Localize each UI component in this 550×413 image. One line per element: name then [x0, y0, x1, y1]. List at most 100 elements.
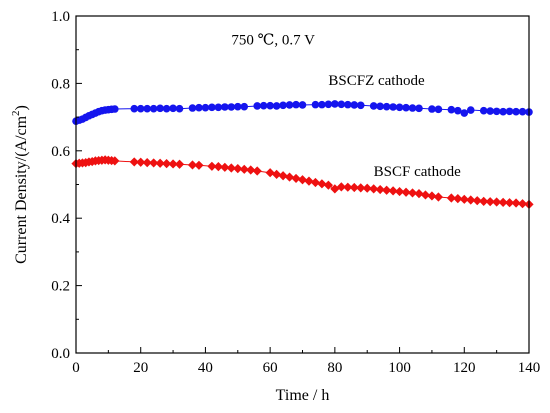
axis-ticks — [75, 15, 530, 354]
data-point — [512, 107, 520, 116]
y-tick-label: 0.4 — [51, 211, 70, 227]
data-point — [394, 186, 405, 197]
data-point — [472, 196, 482, 206]
data-point — [149, 104, 158, 113]
data-point — [466, 195, 476, 205]
data-point — [266, 101, 274, 110]
data-point — [130, 104, 139, 113]
data-point — [304, 176, 314, 186]
data-point — [162, 159, 172, 169]
y-tick-label: 0.2 — [51, 279, 70, 295]
data-point — [350, 101, 359, 109]
data-point — [221, 103, 229, 111]
data-point — [492, 197, 502, 207]
data-point — [499, 107, 507, 116]
data-point — [460, 109, 469, 117]
data-point — [479, 196, 489, 206]
data-point — [479, 106, 488, 115]
x-tick-label: 0 — [72, 360, 80, 376]
data-point — [156, 104, 164, 113]
x-tick-label: 40 — [198, 360, 213, 376]
data-point — [427, 191, 437, 201]
x-tick-label: 100 — [388, 360, 411, 376]
y-axis-title: Current Density/(A/cm2) — [10, 105, 30, 264]
data-point — [375, 184, 385, 195]
data-point — [142, 157, 152, 168]
data-point — [336, 182, 346, 192]
data-point — [376, 102, 384, 111]
data-point — [149, 158, 159, 168]
data-point — [129, 157, 139, 167]
data-point — [498, 197, 508, 207]
series-0 — [72, 100, 533, 125]
x-tick-label: 120 — [453, 360, 476, 376]
data-point — [356, 101, 365, 110]
data-point — [401, 187, 411, 197]
data-point — [414, 188, 424, 199]
data-point — [485, 197, 495, 207]
data-point — [155, 158, 165, 168]
data-point — [466, 106, 475, 114]
data-point — [111, 105, 119, 113]
x-tick-label: 80 — [327, 360, 342, 376]
data-point — [220, 162, 230, 172]
data-point — [369, 102, 378, 110]
data-point — [136, 157, 146, 167]
plot-frame — [75, 15, 530, 354]
data-point — [188, 104, 197, 112]
data-point — [382, 185, 392, 195]
data-point — [174, 159, 185, 169]
annotations: 750 ℃, 0.7 V BSCFZ cathode BSCF cathode — [231, 33, 461, 180]
data-point — [265, 168, 275, 178]
data-point — [284, 172, 295, 182]
data-point — [195, 103, 203, 112]
data-point — [504, 198, 515, 208]
data-point — [175, 104, 184, 113]
data-point — [517, 199, 528, 209]
data-point — [285, 101, 294, 109]
data-point — [207, 161, 217, 171]
data-point — [162, 104, 171, 113]
data-point — [402, 103, 410, 112]
annotation-text: 750 ℃, 0.7 V — [231, 33, 315, 49]
x-tick-label: 20 — [133, 360, 148, 376]
y-tick-label: 1.0 — [51, 9, 70, 25]
data-point — [169, 104, 177, 113]
data-point — [369, 184, 379, 194]
data-point — [492, 107, 501, 116]
data-point — [311, 100, 320, 109]
data-point — [337, 100, 346, 109]
y-tick-label: 0.8 — [51, 76, 70, 92]
data-point — [395, 103, 404, 112]
data-point — [486, 107, 494, 115]
data-point — [233, 102, 242, 111]
data-point — [318, 100, 326, 109]
data-point — [518, 107, 527, 116]
data-point — [453, 194, 463, 204]
data-point — [323, 180, 333, 190]
data-point — [389, 103, 397, 111]
data-point — [291, 173, 301, 184]
data-point — [362, 183, 372, 193]
data-point — [511, 198, 521, 208]
data-point — [239, 164, 249, 174]
data-point — [143, 104, 151, 113]
data-point — [428, 105, 436, 113]
data-point — [298, 101, 307, 109]
data-point — [214, 103, 223, 112]
data-point — [168, 159, 178, 169]
data-point — [213, 162, 223, 172]
data-point — [317, 179, 327, 189]
data-point — [272, 169, 282, 179]
data-point — [356, 183, 366, 193]
data-point — [324, 100, 333, 109]
data-point — [110, 156, 120, 166]
data-point — [330, 184, 340, 194]
data-point — [447, 105, 456, 114]
data-point — [505, 107, 514, 116]
data-point — [278, 171, 288, 181]
data-point — [292, 100, 300, 109]
x-tick-label: 60 — [263, 360, 278, 376]
data-point — [407, 188, 418, 198]
data-point — [233, 164, 243, 174]
